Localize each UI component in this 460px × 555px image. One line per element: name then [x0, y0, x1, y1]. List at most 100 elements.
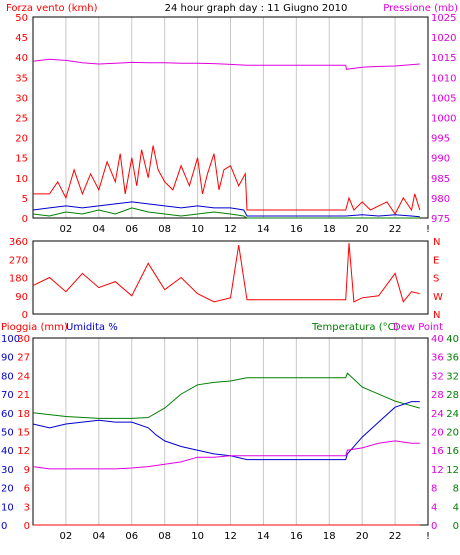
series-line	[32, 207, 420, 219]
x-tick-label: 16	[290, 531, 303, 542]
rain-tick-label: 0	[24, 521, 30, 532]
rain-tick-label: 12	[17, 446, 30, 457]
dew-tick-label: 16	[431, 446, 444, 457]
humidity-tick-label: 30	[1, 465, 14, 476]
pressure-tick-label: 980	[431, 194, 450, 205]
pressure-tick-label: 1015	[431, 53, 456, 64]
compass-label: N	[433, 310, 440, 321]
x-tick-label: 12	[224, 531, 237, 542]
series-line	[32, 440, 420, 470]
pressure-tick-label: 1000	[431, 114, 456, 125]
pressure-tick-label: 990	[431, 154, 450, 165]
x-tick-label: 06	[125, 224, 138, 235]
x-tick-label: 04	[92, 224, 105, 235]
dew-tick-label: 12	[431, 465, 444, 476]
x-tick-label: 18	[323, 531, 336, 542]
compass-label: W	[433, 292, 443, 303]
wind-tick-label: 40	[15, 53, 28, 64]
x-tick-label: 14	[257, 531, 270, 542]
x-tick-label: 14	[257, 224, 270, 235]
compass-label: S	[433, 274, 439, 285]
humidity-tick-label: 20	[1, 484, 14, 495]
direction-tick-label: 360	[9, 237, 28, 248]
pressure-tick-label: 995	[431, 134, 450, 145]
x-tick-label: 02	[60, 531, 73, 542]
x-tick-label: !	[426, 531, 430, 542]
humidity-tick-label: 100	[1, 334, 20, 345]
temp-tick-label: 20	[446, 428, 459, 439]
dew-tick-label: 0	[431, 521, 437, 532]
plot-frame	[32, 240, 429, 315]
wind-tick-label: 50	[15, 13, 28, 24]
rain-tick-label: 30	[17, 334, 30, 345]
pressure-tick-label: 1025	[431, 13, 456, 24]
direction-line	[32, 242, 420, 303]
x-tick-label: 10	[191, 531, 204, 542]
direction-tick-label: 90	[15, 292, 28, 303]
humidity-tick-label: 0	[1, 521, 7, 532]
x-tick-label: !	[426, 224, 430, 235]
graph-title: 24 hour graph day : 11 Giugno 2010	[165, 3, 348, 14]
direction-tick-label: 270	[9, 255, 28, 266]
humidity-tick-label: 90	[1, 353, 14, 364]
dew-tick-label: 8	[431, 484, 437, 495]
x-tick-label: 16	[290, 224, 303, 235]
dew-tick-label: 20	[431, 428, 444, 439]
x-tick-label: 08	[158, 224, 171, 235]
wind-tick-label: 30	[15, 93, 28, 104]
pressure-tick-label: 1020	[431, 33, 456, 44]
humidity-tick-label: 70	[1, 390, 14, 401]
x-tick-label: 20	[356, 224, 369, 235]
dew-tick-label: 24	[431, 409, 444, 420]
compass-label: N	[433, 237, 440, 248]
temp-tick-label: 28	[446, 390, 459, 401]
direction-tick-label: 0	[22, 310, 28, 321]
wind-tick-label: 45	[15, 33, 28, 44]
wind-tick-label: 20	[15, 134, 28, 145]
rain-tick-label: 21	[17, 390, 30, 401]
rain-tick-label: 24	[17, 371, 30, 382]
dew-axis-title: Dew Point	[393, 322, 443, 333]
rain-tick-label: 27	[17, 353, 30, 364]
series-line	[33, 145, 421, 215]
x-tick-label: 18	[323, 224, 336, 235]
rain-axis-title: Pioggia (mm)	[1, 322, 68, 333]
temp-tick-label: 8	[453, 484, 459, 495]
wind-tick-label: 10	[15, 174, 28, 185]
temp-tick-label: 16	[446, 446, 459, 457]
temp-tick-label: 12	[446, 465, 459, 476]
rain-tick-label: 6	[24, 484, 30, 495]
x-tick-label: 22	[389, 531, 402, 542]
dew-tick-label: 28	[431, 390, 444, 401]
temp-tick-label: 36	[446, 353, 459, 364]
plot-frame	[32, 16, 429, 219]
humidity-tick-label: 60	[1, 409, 14, 420]
wind-tick-label: 5	[22, 194, 28, 205]
series-line	[32, 372, 420, 419]
x-tick-label: 20	[356, 531, 369, 542]
x-tick-label: 12	[224, 224, 237, 235]
rain-tick-label: 9	[24, 465, 30, 476]
wind-tick-label: 15	[15, 154, 28, 165]
pressure-tick-label: 1010	[431, 73, 456, 84]
series-line	[32, 201, 420, 218]
temp-tick-label: 0	[453, 521, 459, 532]
temp-tick-label: 24	[446, 409, 459, 420]
x-tick-label: 02	[60, 224, 73, 235]
humidity-tick-label: 80	[1, 371, 14, 382]
x-tick-label: 08	[158, 531, 171, 542]
dew-tick-label: 32	[431, 371, 444, 382]
rain-tick-label: 3	[24, 502, 30, 513]
humidity-tick-label: 50	[1, 428, 14, 439]
temp-axis-title: Temperatura (°C)	[311, 322, 399, 333]
wind-tick-label: 35	[15, 73, 28, 84]
dew-tick-label: 40	[431, 334, 444, 345]
humidity-axis-title: Umidita %	[66, 322, 118, 333]
pressure-tick-label: 1005	[431, 93, 456, 104]
rain-tick-label: 15	[17, 428, 30, 439]
wind-tick-label: 25	[15, 114, 28, 125]
wind-axis-title: Forza vento (kmh)	[6, 3, 98, 14]
x-tick-label: 22	[389, 224, 402, 235]
dew-tick-label: 36	[431, 353, 444, 364]
